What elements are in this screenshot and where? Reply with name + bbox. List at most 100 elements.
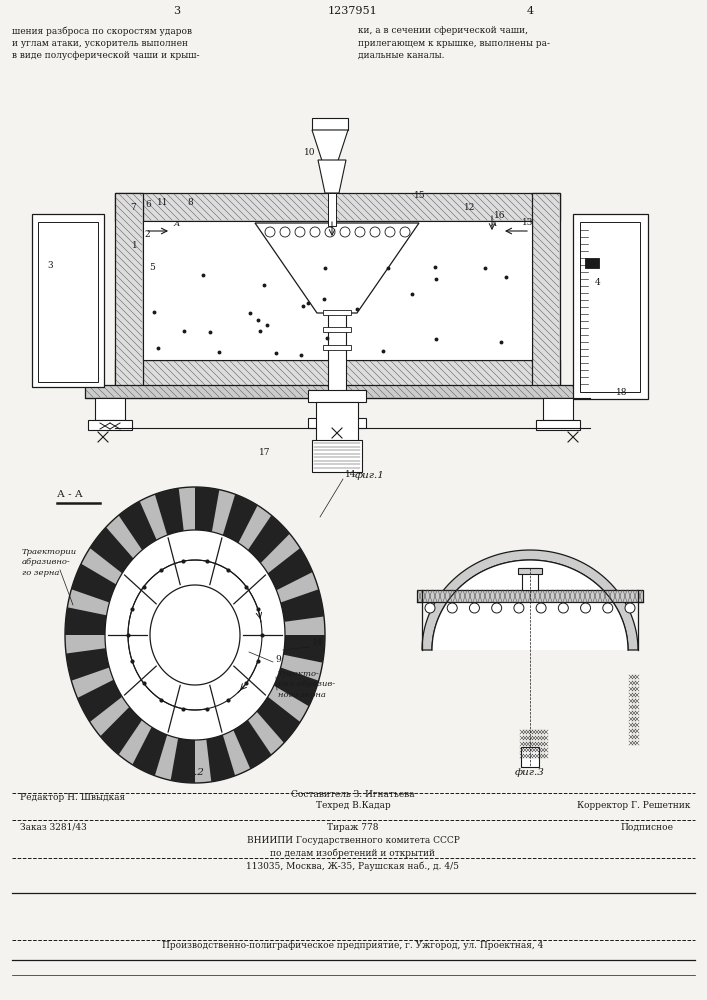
Text: 12: 12 <box>464 203 476 212</box>
Polygon shape <box>170 738 195 783</box>
Bar <box>88 420 132 430</box>
Polygon shape <box>119 501 157 550</box>
Bar <box>519 568 541 573</box>
Text: 2: 2 <box>144 230 150 239</box>
Polygon shape <box>281 589 324 622</box>
Circle shape <box>491 603 502 613</box>
Polygon shape <box>90 527 134 573</box>
Bar <box>323 310 351 315</box>
Bar <box>115 193 560 221</box>
Bar <box>85 385 585 398</box>
Text: 14: 14 <box>345 470 356 479</box>
Text: Составитель З. Игнатьева: Составитель З. Игнатьева <box>291 790 415 799</box>
Bar <box>573 214 648 399</box>
Polygon shape <box>257 697 300 743</box>
Polygon shape <box>105 530 285 740</box>
Text: Заказ 3281/43: Заказ 3281/43 <box>20 823 87 832</box>
Bar <box>522 568 538 590</box>
Text: ВНИИПИ Государственного комитета СССР: ВНИИПИ Государственного комитета СССР <box>247 836 460 845</box>
Polygon shape <box>223 494 257 543</box>
Text: 4: 4 <box>527 6 534 16</box>
Circle shape <box>370 227 380 237</box>
Bar <box>308 418 366 428</box>
Text: Редактор Н. Швыдкая: Редактор Н. Швыдкая <box>20 793 125 802</box>
Text: А: А <box>173 220 180 228</box>
Circle shape <box>469 603 479 613</box>
Polygon shape <box>284 635 325 663</box>
Text: 5: 5 <box>149 263 155 272</box>
Bar <box>580 222 640 392</box>
Text: Корректор Г. Решетник: Корректор Г. Решетник <box>577 801 690 810</box>
Text: А - А: А - А <box>57 490 83 499</box>
Text: Тираж 778: Тираж 778 <box>327 823 379 832</box>
Bar <box>543 398 573 420</box>
Text: 15: 15 <box>414 191 426 200</box>
Circle shape <box>514 603 524 613</box>
Bar <box>312 118 348 130</box>
Bar <box>86 386 584 397</box>
Polygon shape <box>71 564 116 603</box>
Polygon shape <box>66 648 110 681</box>
Text: 17: 17 <box>259 448 271 457</box>
Text: Траектории
абразивно-
го зерна: Траектории абразивно- го зерна <box>22 548 77 577</box>
Bar <box>585 258 599 268</box>
Polygon shape <box>132 727 167 776</box>
Text: 3: 3 <box>47 261 53 270</box>
Text: Техред В.Кадар: Техред В.Кадар <box>315 801 390 810</box>
Bar <box>32 214 104 387</box>
Bar <box>143 221 532 360</box>
Polygon shape <box>318 160 346 193</box>
Polygon shape <box>150 585 240 685</box>
Bar <box>116 194 559 220</box>
Polygon shape <box>274 667 319 706</box>
Text: 8: 8 <box>187 198 193 207</box>
Bar <box>116 194 559 220</box>
Text: 11: 11 <box>157 198 169 207</box>
Text: по делам изобретений и открытий: по делам изобретений и открытий <box>271 848 436 858</box>
Bar <box>116 361 559 387</box>
Bar <box>532 193 560 388</box>
Polygon shape <box>155 488 184 535</box>
Circle shape <box>340 227 350 237</box>
Text: 16: 16 <box>494 211 506 220</box>
Text: фиг.2: фиг.2 <box>175 768 205 777</box>
Text: 113035, Москва, Ж-35, Раушская наб., д. 4/5: 113035, Москва, Ж-35, Раушская наб., д. … <box>247 861 460 871</box>
Circle shape <box>559 603 568 613</box>
Text: Подписное: Подписное <box>620 823 673 832</box>
Polygon shape <box>422 550 638 650</box>
Circle shape <box>580 603 590 613</box>
Text: 10: 10 <box>304 148 316 157</box>
Circle shape <box>603 603 613 613</box>
Text: 9: 9 <box>275 655 281 664</box>
Polygon shape <box>77 680 122 722</box>
Polygon shape <box>312 130 348 170</box>
Bar <box>521 747 539 767</box>
Circle shape <box>325 227 335 237</box>
Bar <box>536 420 580 430</box>
Bar <box>519 568 541 573</box>
Bar <box>328 193 336 226</box>
Bar <box>38 222 98 382</box>
Bar <box>323 327 351 332</box>
Text: 14: 14 <box>312 638 324 647</box>
Bar <box>328 313 346 460</box>
Bar <box>316 402 358 460</box>
Bar <box>312 440 362 472</box>
Text: фиг.3: фиг.3 <box>515 768 545 777</box>
Circle shape <box>265 227 275 237</box>
Circle shape <box>625 603 635 613</box>
Text: 1: 1 <box>132 241 138 250</box>
Bar <box>116 361 559 387</box>
Text: 6: 6 <box>145 200 151 209</box>
Circle shape <box>536 603 546 613</box>
Text: 3: 3 <box>173 6 180 16</box>
Text: 7: 7 <box>130 203 136 212</box>
Circle shape <box>385 227 395 237</box>
Bar <box>308 390 366 402</box>
Bar <box>115 360 560 388</box>
Text: Производственно-полиграфическое предприятие, г. Ужгород, ул. Проектная, 4: Производственно-полиграфическое предприя… <box>163 941 544 950</box>
Circle shape <box>355 227 365 237</box>
Bar <box>116 194 142 387</box>
Text: А: А <box>490 220 496 228</box>
Text: 1237951: 1237951 <box>328 6 378 16</box>
